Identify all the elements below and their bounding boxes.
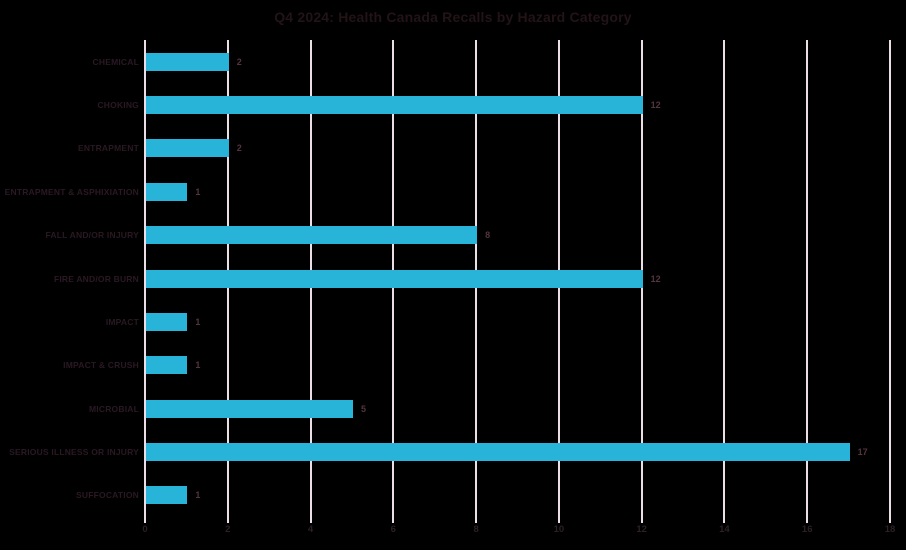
category-label: ENTRAPMENT & ASPHIXIATION <box>4 186 139 197</box>
plot-area: 2 12 2 1 8 12 1 1 5 17 1 <box>144 40 891 523</box>
bar <box>146 399 353 418</box>
bar <box>146 96 643 115</box>
x-tick-label: 2 <box>225 524 231 535</box>
value-label: 12 <box>650 100 661 111</box>
chart-title: Q4 2024: Health Canada Recalls by Hazard… <box>274 9 632 25</box>
x-tick-mark <box>475 517 478 523</box>
x-tick-mark <box>226 517 229 523</box>
value-label: 2 <box>236 56 242 67</box>
category-label: CHOKING <box>97 100 139 111</box>
value-label: 12 <box>650 273 661 284</box>
x-tick-label: 16 <box>801 524 813 535</box>
bar <box>146 139 229 158</box>
bar <box>146 312 188 331</box>
x-tick-mark <box>392 517 395 523</box>
category-label: CHEMICAL <box>92 56 139 67</box>
x-tick-label: 0 <box>142 524 148 535</box>
bar <box>146 486 188 505</box>
x-tick-mark <box>806 517 809 523</box>
category-label: ENTRAPMENT <box>77 143 139 154</box>
gridline <box>806 40 809 517</box>
x-tick-mark <box>144 517 146 523</box>
x-tick-label: 8 <box>473 524 479 535</box>
x-tick-mark <box>640 517 643 523</box>
bar <box>146 226 478 245</box>
gridline <box>723 40 726 517</box>
value-label: 1 <box>195 186 201 197</box>
bar <box>146 182 188 201</box>
value-label: 2 <box>236 143 242 154</box>
value-label: 5 <box>360 403 366 414</box>
gridline <box>889 40 891 517</box>
value-label: 1 <box>195 316 201 327</box>
x-tick-label: 12 <box>636 524 647 535</box>
value-label: 1 <box>195 360 201 371</box>
x-tick-label: 4 <box>307 524 314 535</box>
value-label: 17 <box>857 446 868 457</box>
x-tick-mark <box>889 517 891 523</box>
x-tick-mark <box>309 517 312 523</box>
x-tick-label: 18 <box>884 524 896 535</box>
category-label: SUFFOCATION <box>76 490 139 501</box>
category-label: MICROBIAL <box>89 403 139 414</box>
x-tick-label: 14 <box>719 524 730 535</box>
value-label: 8 <box>485 230 491 241</box>
bar <box>146 356 188 375</box>
value-label: 1 <box>195 490 201 501</box>
category-label: IMPACT & CRUSH <box>63 360 139 371</box>
category-label: FIRE AND/OR BURN <box>53 273 139 284</box>
x-tick-label: 6 <box>390 524 396 535</box>
gridline <box>144 40 146 517</box>
x-tick-label: 10 <box>553 524 565 535</box>
category-label: IMPACT <box>105 316 139 327</box>
bar <box>146 269 643 288</box>
bar <box>146 442 850 461</box>
x-tick-mark <box>723 517 726 523</box>
x-tick-mark <box>557 517 560 523</box>
category-label: FALL AND/OR INJURY <box>45 230 139 241</box>
category-label: SERIOUS ILLNESS OR INJURY <box>9 446 139 457</box>
bar <box>146 52 229 71</box>
